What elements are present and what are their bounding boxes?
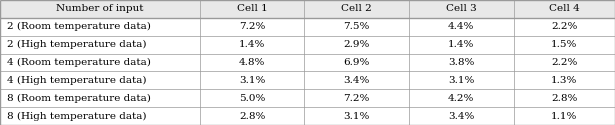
Bar: [514, 107, 615, 125]
Bar: [409, 54, 514, 71]
Text: 3.4%: 3.4%: [344, 76, 370, 85]
Text: 8 (Room temperature data): 8 (Room temperature data): [7, 94, 151, 103]
Text: 6.9%: 6.9%: [344, 58, 370, 67]
Text: Cell 1: Cell 1: [237, 4, 268, 13]
Text: 7.2%: 7.2%: [344, 94, 370, 103]
Bar: [409, 89, 514, 107]
Bar: [0, 71, 200, 89]
Text: 4.4%: 4.4%: [448, 22, 474, 31]
Bar: [0, 0, 200, 18]
Bar: [514, 89, 615, 107]
Bar: [514, 0, 615, 18]
Bar: [0, 18, 200, 36]
Text: 4 (High temperature data): 4 (High temperature data): [7, 76, 147, 85]
Bar: [409, 107, 514, 125]
Bar: [304, 89, 409, 107]
Text: 7.5%: 7.5%: [344, 22, 370, 31]
Text: 3.8%: 3.8%: [448, 58, 474, 67]
Text: 8 (High temperature data): 8 (High temperature data): [7, 112, 147, 121]
Text: 1.1%: 1.1%: [551, 112, 577, 121]
Bar: [304, 54, 409, 71]
Text: 2.8%: 2.8%: [551, 94, 577, 103]
Text: 1.5%: 1.5%: [551, 40, 577, 49]
Bar: [200, 54, 304, 71]
Text: Number of input: Number of input: [56, 4, 144, 13]
Text: 2 (Room temperature data): 2 (Room temperature data): [7, 22, 151, 31]
Text: 1.4%: 1.4%: [448, 40, 474, 49]
Text: Cell 2: Cell 2: [341, 4, 372, 13]
Text: Cell 3: Cell 3: [446, 4, 477, 13]
Bar: [304, 36, 409, 54]
Text: Cell 4: Cell 4: [549, 4, 580, 13]
Bar: [409, 18, 514, 36]
Text: 4.8%: 4.8%: [239, 58, 265, 67]
Bar: [200, 107, 304, 125]
Text: 2.2%: 2.2%: [551, 22, 577, 31]
Bar: [304, 0, 409, 18]
Bar: [200, 0, 304, 18]
Text: 3.1%: 3.1%: [344, 112, 370, 121]
Text: 1.3%: 1.3%: [551, 76, 577, 85]
Text: 3.1%: 3.1%: [239, 76, 265, 85]
Bar: [200, 18, 304, 36]
Text: 2.2%: 2.2%: [551, 58, 577, 67]
Text: 3.1%: 3.1%: [448, 76, 474, 85]
Bar: [409, 71, 514, 89]
Bar: [514, 36, 615, 54]
Bar: [0, 107, 200, 125]
Bar: [409, 0, 514, 18]
Bar: [304, 71, 409, 89]
Bar: [0, 54, 200, 71]
Bar: [200, 71, 304, 89]
Text: 2 (High temperature data): 2 (High temperature data): [7, 40, 147, 49]
Bar: [409, 36, 514, 54]
Text: 7.2%: 7.2%: [239, 22, 265, 31]
Text: 3.4%: 3.4%: [448, 112, 474, 121]
Bar: [0, 36, 200, 54]
Text: 4.2%: 4.2%: [448, 94, 474, 103]
Text: 2.9%: 2.9%: [344, 40, 370, 49]
Bar: [200, 36, 304, 54]
Text: 4 (Room temperature data): 4 (Room temperature data): [7, 58, 151, 67]
Bar: [304, 107, 409, 125]
Bar: [514, 18, 615, 36]
Bar: [200, 89, 304, 107]
Text: 5.0%: 5.0%: [239, 94, 265, 103]
Text: 2.8%: 2.8%: [239, 112, 265, 121]
Bar: [304, 18, 409, 36]
Text: 1.4%: 1.4%: [239, 40, 265, 49]
Bar: [514, 71, 615, 89]
Bar: [514, 54, 615, 71]
Bar: [0, 89, 200, 107]
